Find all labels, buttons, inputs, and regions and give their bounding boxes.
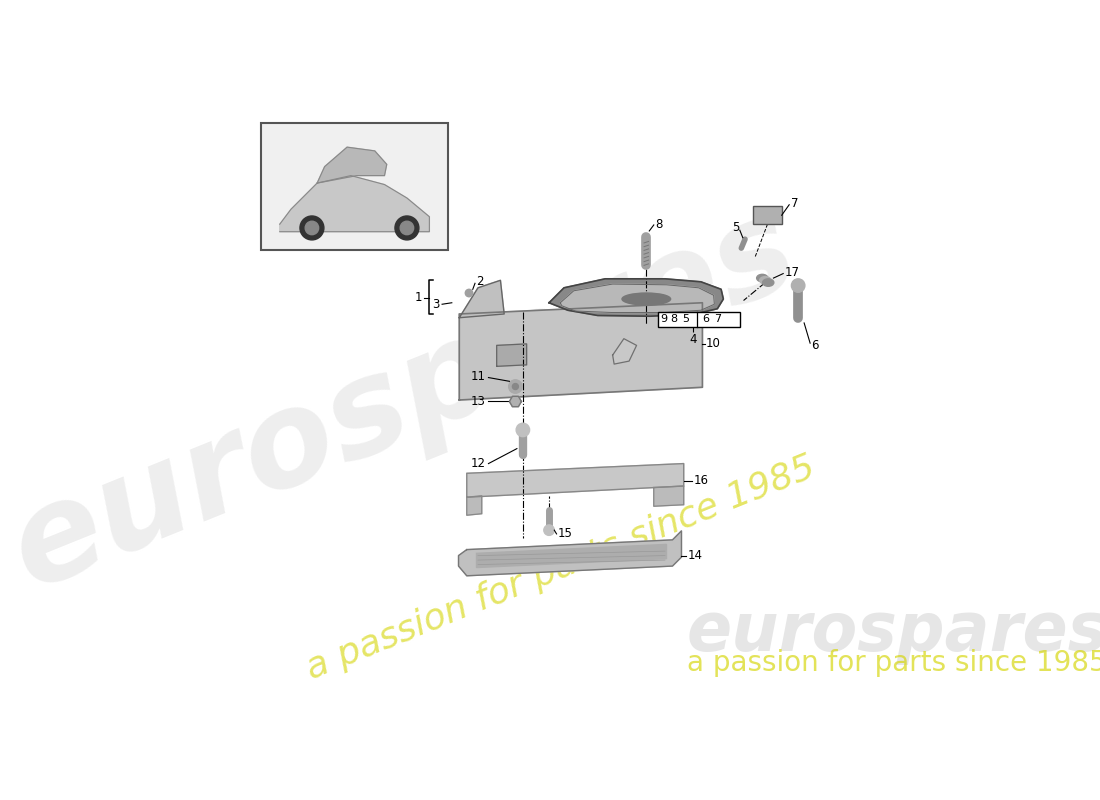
Text: 8: 8 bbox=[656, 218, 662, 230]
Text: 8: 8 bbox=[670, 314, 678, 324]
Polygon shape bbox=[560, 284, 714, 313]
Text: 13: 13 bbox=[471, 395, 485, 408]
Polygon shape bbox=[509, 396, 521, 406]
Polygon shape bbox=[279, 175, 429, 232]
Text: 2: 2 bbox=[476, 275, 484, 288]
Polygon shape bbox=[460, 280, 504, 318]
Circle shape bbox=[300, 216, 323, 240]
Text: a passion for parts since 1985: a passion for parts since 1985 bbox=[688, 650, 1100, 678]
Circle shape bbox=[305, 222, 319, 234]
Text: 6: 6 bbox=[702, 314, 708, 324]
Text: 7: 7 bbox=[791, 197, 799, 210]
Text: 10: 10 bbox=[706, 338, 721, 350]
Polygon shape bbox=[476, 544, 667, 567]
Ellipse shape bbox=[762, 279, 773, 286]
Text: 1: 1 bbox=[415, 291, 422, 304]
Circle shape bbox=[465, 290, 473, 297]
Text: 7: 7 bbox=[715, 314, 722, 324]
Polygon shape bbox=[613, 338, 637, 364]
Text: eurospares: eurospares bbox=[686, 599, 1100, 665]
Text: 3: 3 bbox=[431, 298, 439, 310]
Text: 5: 5 bbox=[682, 314, 689, 324]
Bar bbox=[261, 123, 448, 250]
Circle shape bbox=[513, 383, 518, 390]
Text: 4: 4 bbox=[689, 333, 696, 346]
Circle shape bbox=[516, 423, 529, 437]
Polygon shape bbox=[497, 344, 527, 366]
Circle shape bbox=[543, 525, 554, 535]
Polygon shape bbox=[549, 279, 724, 316]
Text: 9: 9 bbox=[660, 314, 667, 324]
Text: 11: 11 bbox=[471, 370, 485, 382]
Bar bbox=[754, 206, 782, 224]
Polygon shape bbox=[466, 496, 482, 515]
Circle shape bbox=[508, 380, 522, 394]
Polygon shape bbox=[317, 147, 387, 183]
Ellipse shape bbox=[757, 274, 768, 282]
Polygon shape bbox=[466, 463, 684, 498]
Ellipse shape bbox=[621, 293, 671, 305]
Text: eurospares: eurospares bbox=[0, 185, 814, 615]
Bar bbox=[658, 312, 740, 326]
Polygon shape bbox=[460, 302, 703, 400]
Text: 6: 6 bbox=[812, 339, 820, 352]
Text: 15: 15 bbox=[558, 527, 573, 540]
Text: a passion for parts since 1985: a passion for parts since 1985 bbox=[300, 450, 820, 686]
Text: 14: 14 bbox=[688, 549, 703, 562]
Text: 16: 16 bbox=[693, 474, 708, 487]
Text: 17: 17 bbox=[784, 266, 800, 278]
Circle shape bbox=[791, 279, 805, 292]
Polygon shape bbox=[459, 531, 682, 576]
Ellipse shape bbox=[760, 277, 771, 284]
Polygon shape bbox=[653, 486, 684, 506]
Text: 12: 12 bbox=[471, 457, 485, 470]
Circle shape bbox=[400, 222, 414, 234]
Circle shape bbox=[395, 216, 419, 240]
Text: 5: 5 bbox=[732, 221, 739, 234]
